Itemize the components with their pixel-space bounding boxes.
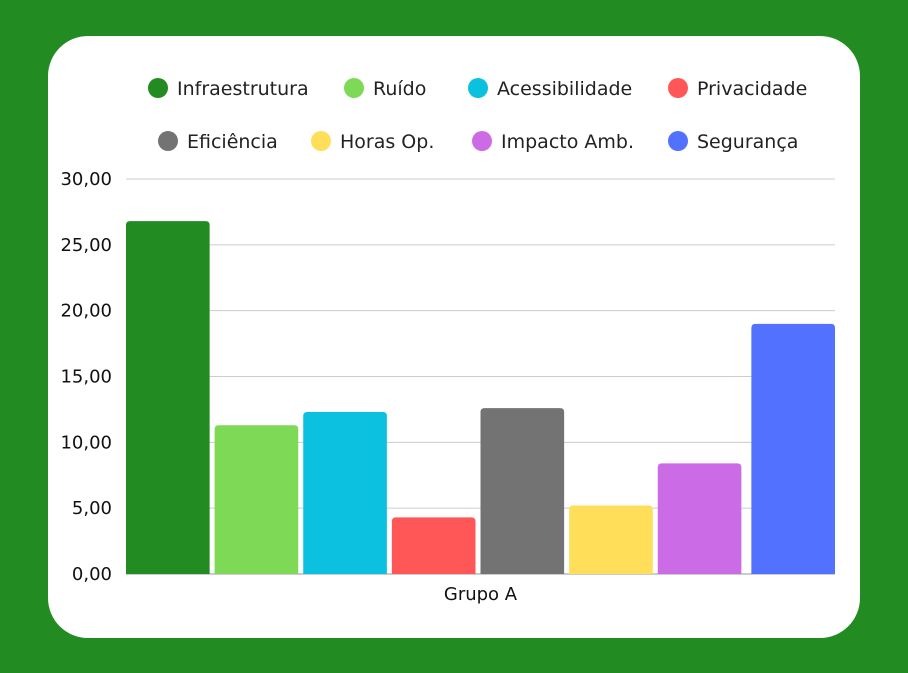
y-axis: 0,00 5,00 10,00 15,00 20,00 25,00 30,00 [60, 169, 112, 585]
bar-acessibilidade [303, 412, 387, 574]
y-tick-label: 20,00 [60, 301, 112, 322]
legend-item[interactable]: Horas Op. [311, 131, 434, 153]
y-tick-label: 30,00 [60, 169, 112, 190]
legend-item[interactable]: Privacidade [668, 78, 807, 100]
legend-swatch [668, 131, 688, 151]
legend-label: Acessibilidade [497, 78, 632, 100]
legend-label: Impacto Amb. [501, 131, 634, 153]
legend-label: Segurança [697, 131, 798, 153]
legend-swatch [311, 131, 331, 151]
bar-horas-op- [569, 505, 653, 574]
legend-item[interactable]: Segurança [668, 131, 798, 153]
legend-label: Privacidade [697, 78, 807, 100]
bar-efici-ncia [480, 408, 565, 574]
legend-label: Ruído [373, 78, 426, 100]
x-category-label: Grupo A [444, 584, 518, 605]
legend-swatch [158, 131, 178, 151]
legend-swatch [468, 78, 488, 98]
legend: Infraestrutura Ruído Acessibilidade Privaci… [148, 78, 807, 153]
bar-infraestrutura [126, 221, 210, 574]
legend-item[interactable]: Eficiência [158, 131, 278, 153]
y-tick-label: 5,00 [72, 498, 112, 519]
legend-swatch [344, 78, 364, 98]
legend-item[interactable]: Ruído [344, 78, 426, 100]
legend-swatch [472, 131, 492, 151]
y-tick-label: 25,00 [60, 235, 112, 256]
bar-impacto-amb- [657, 463, 742, 574]
legend-label: Eficiência [187, 131, 278, 153]
bar-privacidade [391, 517, 476, 574]
legend-swatch [148, 78, 168, 98]
y-tick-label: 0,00 [72, 564, 112, 585]
legend-item[interactable]: Impacto Amb. [472, 131, 634, 153]
y-tick-label: 10,00 [60, 432, 112, 453]
bars [126, 221, 835, 574]
x-axis: Grupo A [444, 584, 518, 605]
legend-item[interactable]: Infraestrutura [148, 78, 309, 100]
legend-label: Horas Op. [340, 131, 434, 153]
legend-item[interactable]: Acessibilidade [468, 78, 632, 100]
legend-label: Infraestrutura [177, 78, 309, 100]
legend-swatch [668, 78, 688, 98]
bar-ru-do [214, 425, 299, 574]
y-tick-label: 15,00 [60, 367, 112, 388]
bar-seguran-a [751, 323, 835, 574]
